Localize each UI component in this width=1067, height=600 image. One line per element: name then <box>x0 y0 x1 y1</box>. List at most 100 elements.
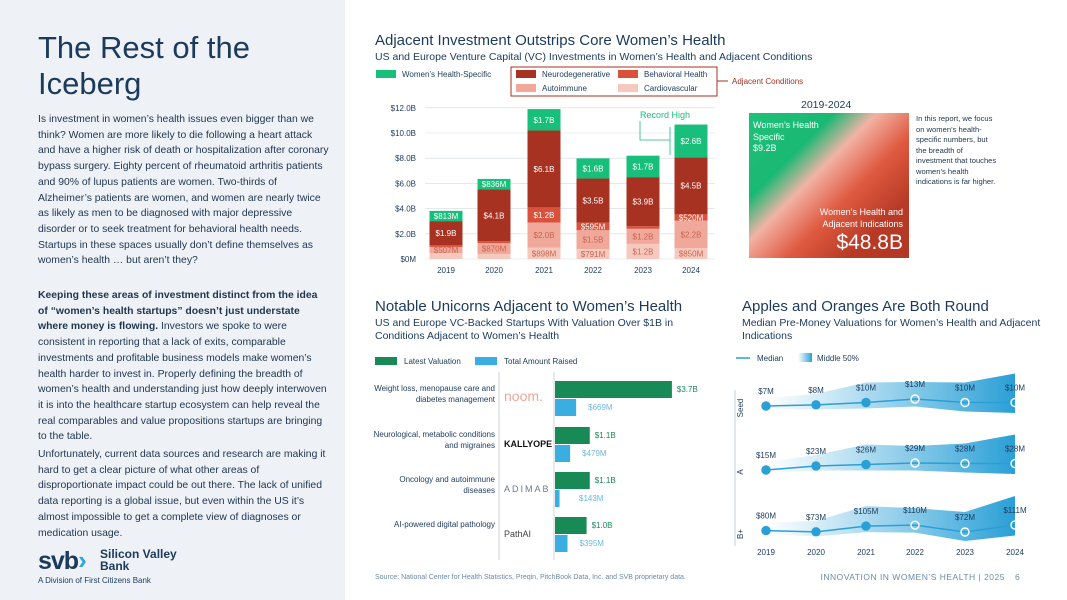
bar-segment <box>527 109 561 131</box>
category-text: AI-powered digital pathology <box>394 520 495 529</box>
data-label: $1.2B <box>633 232 654 241</box>
company-logo: noom. <box>504 388 543 404</box>
point-label: $28M <box>955 445 975 454</box>
median-line <box>765 398 1015 407</box>
legend-label: Latest Valuation <box>404 357 461 366</box>
page-number: 6 <box>1015 572 1020 582</box>
bar-segment <box>477 189 511 242</box>
median-point <box>1010 520 1020 530</box>
bar <box>555 399 577 416</box>
median-point <box>910 458 920 468</box>
data-label: $6.1B <box>534 165 555 174</box>
x-tick-label: 2019 <box>757 548 775 557</box>
median-point <box>861 459 871 470</box>
median-point <box>960 527 970 537</box>
x-tick-label: 2021 <box>857 548 875 557</box>
data-label: $1.2B <box>633 247 654 256</box>
bar-label: $395M <box>579 539 604 548</box>
median-point <box>811 527 821 537</box>
data-label: $870M <box>482 244 507 253</box>
bar-segment <box>576 230 610 250</box>
point-label: $10M <box>955 384 975 393</box>
data-label: $520M <box>679 213 704 222</box>
adjacent-conditions-label: Adjacent Conditions <box>732 77 803 86</box>
total-label: Women’s Health and Adjacent Indications <box>819 207 903 229</box>
bar <box>555 427 590 444</box>
bar-segment <box>527 130 561 208</box>
bar-segment <box>576 222 610 231</box>
specific-label: Women’s Health Specific <box>753 120 819 142</box>
bar-segment <box>674 124 708 158</box>
bar-segment <box>576 249 610 259</box>
point-label: $29M <box>905 444 925 453</box>
median-line <box>765 462 1015 471</box>
bar-label: $1.1B <box>595 476 616 485</box>
legend-swatch <box>516 84 536 92</box>
left-panel: The Rest of the Iceberg Is investment in… <box>0 0 345 600</box>
legend-label: Median <box>757 354 783 363</box>
bar-segment <box>674 214 708 221</box>
category-text: Weight loss, menopause care and diabetes… <box>374 384 495 404</box>
total-investment-callout: Women’s Health Specific $9.2B Women’s He… <box>749 113 909 258</box>
point-label: $13M <box>905 380 925 389</box>
page-title: The Rest of the Iceberg <box>38 30 250 101</box>
legend-swatch <box>475 357 497 365</box>
point-label: $110M <box>903 506 927 515</box>
middle-50-band <box>766 434 1015 474</box>
logo-name: Silicon Valley Bank <box>100 547 177 573</box>
bar-label: $669M <box>588 403 613 412</box>
point-label: $8M <box>808 386 824 395</box>
median-point <box>861 397 871 408</box>
svb-logo: svb› Silicon Valley Bank A Division of F… <box>38 545 177 585</box>
bar-segment <box>429 221 463 246</box>
y-tick-label: $2.0B <box>395 230 416 239</box>
bar-segment <box>477 178 511 190</box>
bar-segment <box>429 245 463 247</box>
category-label: Neurological, metabolic conditions and m… <box>373 430 495 450</box>
data-label: $850M <box>679 250 704 259</box>
valuation-line-chart: Median Middle 50% $7M $8M $10M $13M $10M $10M Se… <box>734 353 1027 557</box>
y-tick-label: $6.0B <box>395 179 416 188</box>
bar-segment <box>626 226 660 229</box>
data-label: $1.7B <box>633 162 654 171</box>
x-tick-label: 2020 <box>807 548 825 557</box>
legend-label: Cardiovascular <box>644 84 698 93</box>
specific-value: $9.2B <box>753 143 777 153</box>
bar-label: $1.0B <box>592 521 613 530</box>
point-label: $73M <box>806 513 826 522</box>
legend-label: Total Amount Raised <box>504 357 577 366</box>
median-point <box>811 400 821 410</box>
data-label: $1.5B <box>583 236 604 245</box>
legend-label: Behavioral Health <box>644 70 707 79</box>
point-label: $80M <box>756 512 776 521</box>
category-text: Neurological, metabolic conditions and m… <box>373 430 495 450</box>
chart1-title: Adjacent Investment Outstrips Core Women… <box>375 32 726 49</box>
bar-segment <box>527 247 561 259</box>
x-tick-label: 2022 <box>584 266 602 275</box>
data-label: $791M <box>581 250 606 259</box>
bar-segment <box>527 207 561 223</box>
middle-50-band <box>766 373 1015 413</box>
bar-segment <box>429 246 463 254</box>
x-tick-label: 2022 <box>906 548 924 557</box>
point-label: $105M <box>854 507 879 516</box>
median-point <box>1010 397 1020 408</box>
category-label: Oncology and autoimmune diseases <box>399 475 495 495</box>
point-label: $72M <box>955 513 975 522</box>
company-logo: ADIMAB <box>504 484 551 494</box>
median-point <box>761 525 771 536</box>
company-logo: PathAI <box>504 529 531 539</box>
bar-segment <box>626 155 660 178</box>
bar-segment <box>477 242 511 254</box>
x-tick-label: 2023 <box>634 266 652 275</box>
point-label: $15M <box>756 451 776 460</box>
median-point <box>761 401 771 411</box>
bar <box>555 445 571 462</box>
category-label: Weight loss, menopause care and diabetes… <box>374 384 495 404</box>
median-point <box>910 394 920 404</box>
point-label: $111M <box>1003 506 1027 515</box>
unicorn-bar-chart: Latest Valuation Total Amount Raised Weigh… <box>373 357 698 560</box>
point-label: $26M <box>856 446 876 455</box>
second-paragraph: Keeping these areas of investment distin… <box>38 288 330 445</box>
record-high-annotation: Record High <box>640 110 690 120</box>
